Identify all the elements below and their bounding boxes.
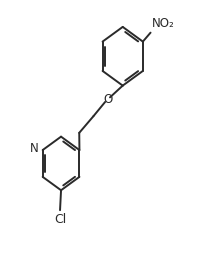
Text: NO₂: NO₂: [151, 17, 173, 30]
Text: O: O: [102, 93, 112, 106]
Text: Cl: Cl: [54, 213, 66, 226]
Text: N: N: [29, 142, 38, 155]
